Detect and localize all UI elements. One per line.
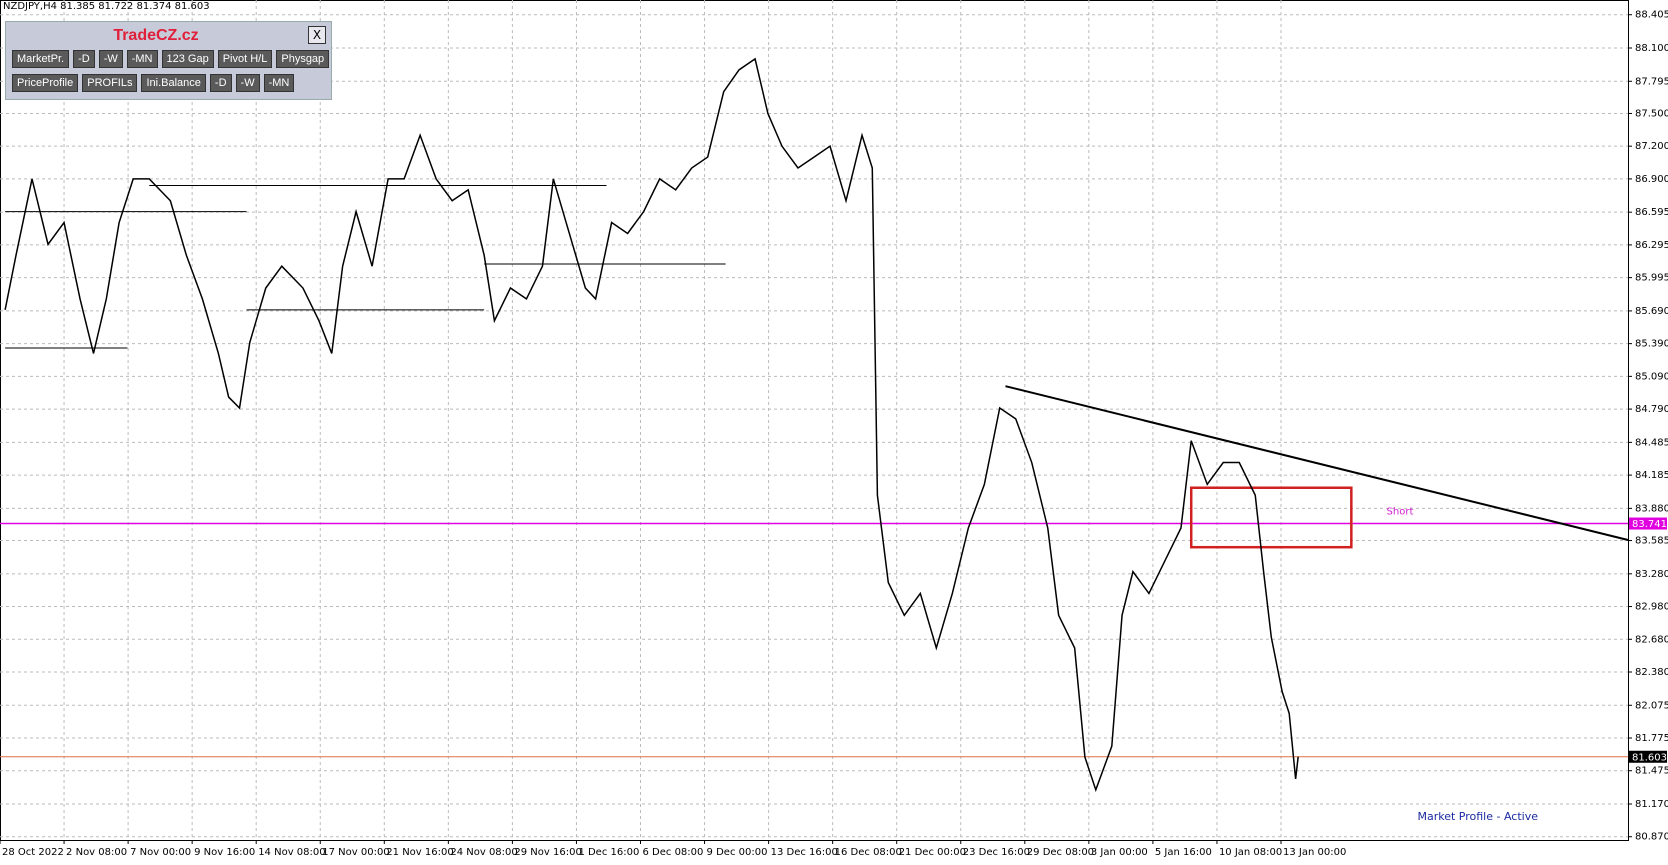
x-tick-label: 13 Jan 00:00: [1283, 847, 1346, 858]
y-tick-label: 88.405: [1635, 10, 1668, 21]
toolbar-button[interactable]: Ini.Balance: [141, 74, 206, 92]
toolbar-button[interactable]: 123 Gap: [161, 50, 214, 68]
price-line: [4, 57, 1299, 793]
y-tick-label: 84.485: [1635, 437, 1668, 448]
x-tick-label: 7 Nov 00:00: [130, 847, 191, 858]
symbol-header: NZDJPY,H4 81.385 81.722 81.374 81.603: [3, 1, 210, 12]
y-tick-label: 84.185: [1635, 470, 1668, 481]
y-tick-label: 86.295: [1635, 240, 1668, 251]
toolbar-button[interactable]: PriceProfile: [12, 74, 79, 92]
x-tick-label: 3 Jan 00:00: [1091, 847, 1148, 858]
y-tick-label: 85.995: [1635, 273, 1668, 284]
toolbar-title: TradeCZ.cz: [113, 27, 199, 44]
status-text: Market Profile - Active: [1417, 810, 1538, 823]
x-tick-label: 5 Jan 16:00: [1155, 847, 1212, 858]
toolbar-button[interactable]: -MN: [126, 50, 158, 68]
price-tag-label: 81.603: [1632, 752, 1667, 763]
x-tick-label: 9 Nov 16:00: [194, 847, 255, 858]
y-tick-label: 88.100: [1635, 43, 1668, 54]
price-tag-label: 83.741: [1632, 519, 1667, 530]
toolbar-button[interactable]: -D: [209, 74, 232, 92]
y-tick-label: 80.870: [1635, 832, 1668, 843]
x-tick-label: 13 Dec 16:00: [771, 847, 838, 858]
y-tick-label: 85.390: [1635, 339, 1668, 350]
x-tick-label: 14 Nov 08:00: [258, 847, 325, 858]
segment-line: [1005, 385, 1629, 541]
y-tick-label: 82.980: [1635, 602, 1668, 613]
x-tick-label: 23 Dec 16:00: [963, 847, 1030, 858]
price-tag: [1629, 517, 1667, 530]
toolbar-button[interactable]: Physgap: [276, 50, 330, 68]
y-tick-label: 81.475: [1635, 766, 1668, 777]
x-tick-label: 28 Oct 2022: [2, 847, 64, 858]
y-tick-label: 83.280: [1635, 569, 1668, 580]
zone-box: [1189, 486, 1353, 549]
y-tick-label: 87.795: [1635, 76, 1668, 87]
y-tick-label: 81.775: [1635, 733, 1668, 744]
y-tick-label: 86.900: [1635, 174, 1668, 185]
close-button[interactable]: X: [308, 26, 326, 44]
toolbar-button[interactable]: Pivot H/L: [217, 50, 273, 68]
x-tick-label: 6 Dec 08:00: [643, 847, 704, 858]
y-tick-label: 82.380: [1635, 667, 1668, 678]
y-tick-label: 82.680: [1635, 634, 1668, 645]
y-tick-label: 86.595: [1635, 207, 1668, 218]
y-tick-label: 84.790: [1635, 404, 1668, 415]
toolbar-button[interactable]: MarketPr.: [12, 50, 70, 68]
price-tag: [1629, 750, 1667, 763]
x-tick-label: 10 Jan 08:00: [1219, 847, 1282, 858]
x-tick-label: 21 Dec 00:00: [899, 847, 966, 858]
y-tick-label: 85.090: [1635, 371, 1668, 382]
toolbar-button[interactable]: PROFILs: [82, 74, 138, 92]
y-tick-label: 83.585: [1635, 536, 1668, 547]
toolbar-button[interactable]: -D: [73, 50, 95, 68]
toolbar-button[interactable]: -W: [98, 50, 123, 68]
y-tick-label: 82.075: [1635, 700, 1668, 711]
x-tick-label: 24 Nov 08:00: [450, 847, 517, 858]
button-row: MarketPr. -D -W -MN 123 Gap Pivot H/L Physgap: [12, 50, 330, 68]
toolbar: TradeCZ.cz X MarketPr. -D -W -MN 123 Gap Pivo…: [5, 21, 332, 100]
x-tick-label: 9 Dec 00:00: [707, 847, 768, 858]
x-tick-label: 21 Nov 16:00: [386, 847, 453, 858]
plot-frame: [0, 0, 1629, 841]
x-tick-label: 16 Dec 08:00: [835, 847, 902, 858]
button-row: PriceProfile PROFILs Ini.Balance -D -W -MN: [12, 74, 295, 92]
y-tick-label: 81.170: [1635, 799, 1668, 810]
x-tick-label: 29 Nov 16:00: [514, 847, 581, 858]
annotation: Short: [1387, 507, 1414, 518]
x-tick-label: 2 Nov 08:00: [66, 847, 127, 858]
x-tick-label: 17 Nov 00:00: [322, 847, 389, 858]
y-tick-label: 87.200: [1635, 141, 1668, 152]
toolbar-button[interactable]: -MN: [263, 74, 295, 92]
x-tick-label: 29 Dec 08:00: [1027, 847, 1094, 858]
y-tick-label: 87.500: [1635, 108, 1668, 119]
toolbar-button[interactable]: -W: [235, 74, 260, 92]
y-tick-label: 85.690: [1635, 306, 1668, 317]
y-tick-label: 83.880: [1635, 503, 1668, 514]
x-tick-label: 1 Dec 16:00: [578, 847, 639, 858]
